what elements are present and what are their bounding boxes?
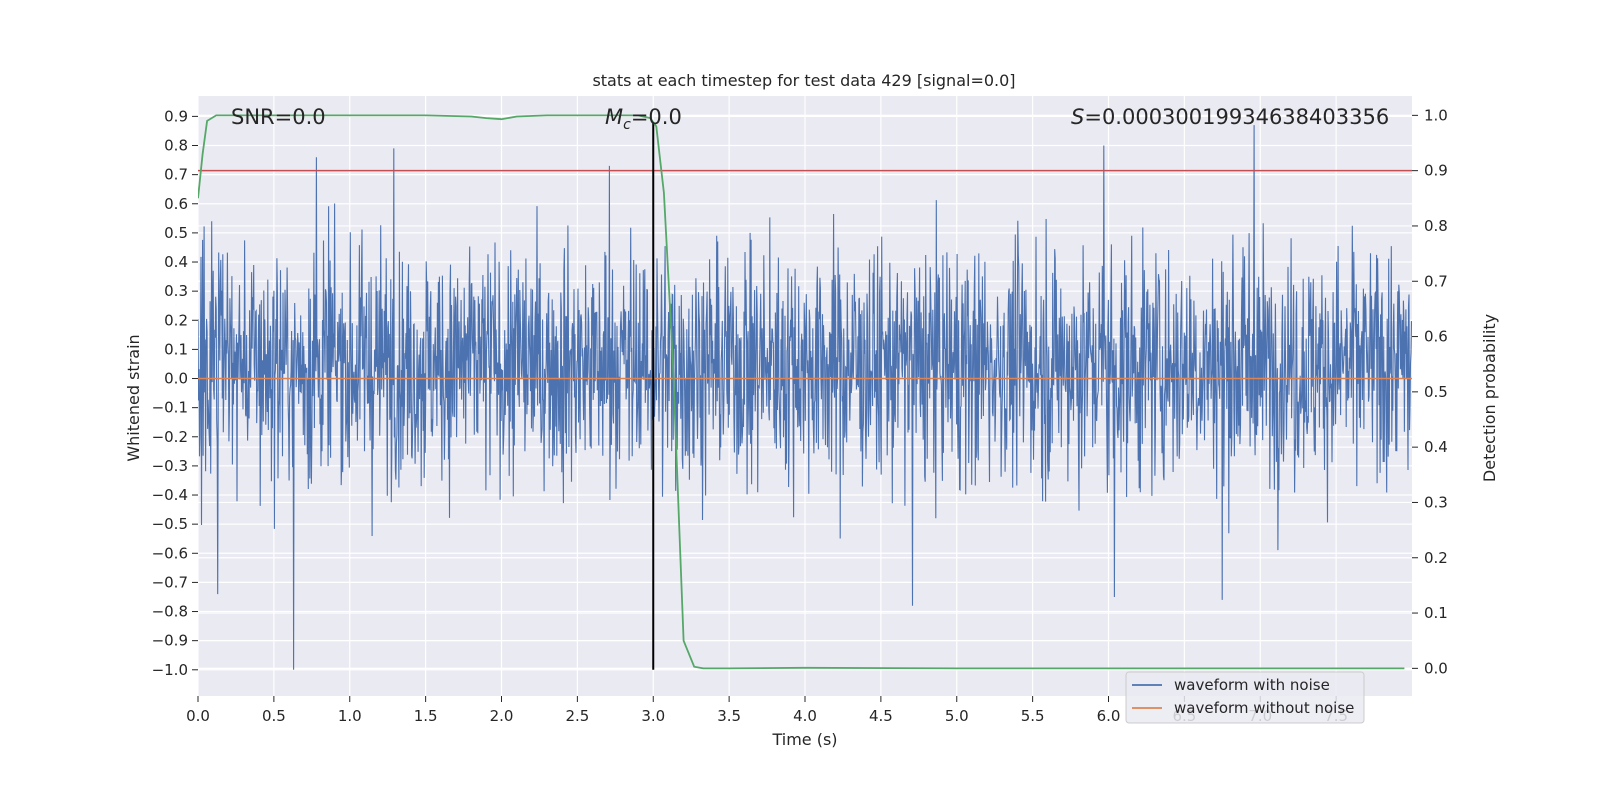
mc-sub: c	[623, 117, 631, 133]
s-var: S	[1071, 105, 1084, 129]
y-tick-label: −0.9	[152, 632, 188, 650]
x-tick-label: 5.0	[945, 707, 969, 725]
y-tick-label: 0.2	[164, 311, 188, 329]
x-tick-label: 4.0	[793, 707, 817, 725]
y-tick-label: 0.0	[164, 370, 188, 388]
y2-tick-label: 0.9	[1424, 162, 1448, 180]
y2-tick-label: 0.0	[1424, 659, 1448, 677]
y2-tick-label: 0.6	[1424, 328, 1448, 346]
mc-annotation: Mc=0.0	[605, 105, 682, 133]
y-tick-label: −0.8	[152, 603, 188, 621]
y-tick-label: 0.9	[164, 107, 188, 125]
legend-label-waveform-with-noise: waveform with noise	[1174, 676, 1330, 694]
x-tick-label: 0.5	[262, 707, 286, 725]
x-tick-label: 1.5	[414, 707, 438, 725]
x-tick-label: 4.5	[869, 707, 893, 725]
y2-tick-label: 0.4	[1424, 438, 1448, 456]
x-tick-label: 3.5	[717, 707, 741, 725]
x-tick-label: 2.5	[565, 707, 589, 725]
y-tick-label: −0.5	[152, 515, 188, 533]
x-tick-label: 0.0	[186, 707, 210, 725]
y-tick-label: −0.6	[152, 544, 188, 562]
chart-title: stats at each timestep for test data 429…	[592, 71, 1015, 90]
y2-tick-label: 1.0	[1424, 106, 1448, 124]
y-tick-label: −0.7	[152, 573, 188, 591]
y2-axis-ticks: 1.0 0.9 0.8 0.7 0.6 0.5 0.4 0.3 0.2 0.1 0.0	[1412, 106, 1448, 677]
y-tick-label: −0.2	[152, 428, 188, 446]
snr-annotation: SNR=0.0	[231, 105, 326, 129]
y-axis-label: Whitened strain	[124, 334, 143, 461]
y2-axis-label: Detection probability	[1480, 314, 1499, 482]
x-tick-label: 2.0	[490, 707, 514, 725]
y-tick-label: −1.0	[152, 661, 188, 679]
mc-var: M	[605, 105, 623, 129]
y-tick-label: 0.3	[164, 282, 188, 300]
y-tick-label: −0.1	[152, 399, 188, 417]
y2-tick-label: 0.2	[1424, 549, 1448, 567]
y2-tick-label: 0.5	[1424, 383, 1448, 401]
y2-tick-label: 0.7	[1424, 272, 1448, 290]
x-tick-label: 1.0	[338, 707, 362, 725]
series-waveform-with-noise	[198, 125, 1412, 670]
y-tick-label: 0.7	[164, 166, 188, 184]
mc-value: =0.0	[631, 105, 682, 129]
legend-label-waveform-without-noise: waveform without noise	[1174, 699, 1354, 717]
x-tick-label: 3.0	[641, 707, 665, 725]
y2-tick-label: 0.8	[1424, 217, 1448, 235]
y-tick-label: 0.8	[164, 137, 188, 155]
y-tick-label: 0.6	[164, 195, 188, 213]
y-tick-label: −0.3	[152, 457, 188, 475]
legend: waveform with noise waveform without noi…	[1125, 671, 1365, 724]
y-tick-label: 0.4	[164, 253, 188, 271]
s-annotation: S=0.00030019934638403356	[1071, 105, 1389, 129]
legend-box	[1125, 671, 1365, 724]
y-tick-label: 0.5	[164, 224, 188, 242]
y-tick-label: 0.1	[164, 340, 188, 358]
y-axis-ticks: 0.9 0.8 0.7 0.6 0.5 0.4 0.3 0.2 0.1 0.0 −0.1 −0.2 −0…	[152, 107, 198, 679]
y-tick-label: −0.4	[152, 486, 188, 504]
series-detection-probability	[198, 114, 1405, 670]
s-value: =0.00030019934638403356	[1084, 105, 1389, 129]
y2-tick-label: 0.1	[1424, 604, 1448, 622]
x-axis-label: Time (s)	[771, 730, 837, 749]
x-tick-label: 5.5	[1021, 707, 1045, 725]
x-tick-label: 6.0	[1097, 707, 1121, 725]
y2-tick-label: 0.3	[1424, 493, 1448, 511]
